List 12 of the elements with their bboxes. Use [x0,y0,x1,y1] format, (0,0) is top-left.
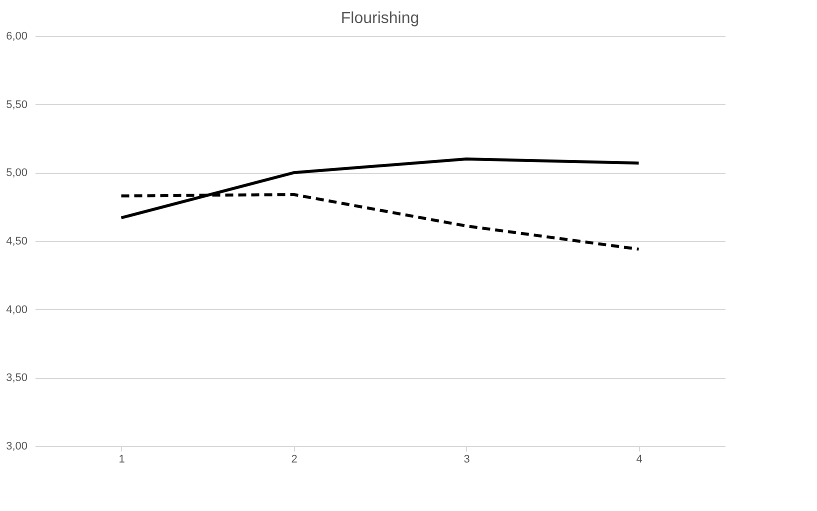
y-tick-label: 5,50 [6,98,28,111]
x-tick-label: 2 [291,454,298,466]
y-tick-label: 4,50 [6,236,28,248]
y-tick-label: 5,00 [6,167,28,180]
x-tick-label: 4 [636,454,642,466]
y-tick-label: 3,50 [6,372,28,384]
chart-title: Flourishing [340,10,420,27]
y-tick-label: 3,00 [6,440,28,452]
y-tick-label: 6,00 [6,30,28,42]
x-tick-label: 3 [464,454,470,466]
y-tick-label: 4,00 [6,304,28,316]
x-tick-label: 1 [118,454,125,466]
